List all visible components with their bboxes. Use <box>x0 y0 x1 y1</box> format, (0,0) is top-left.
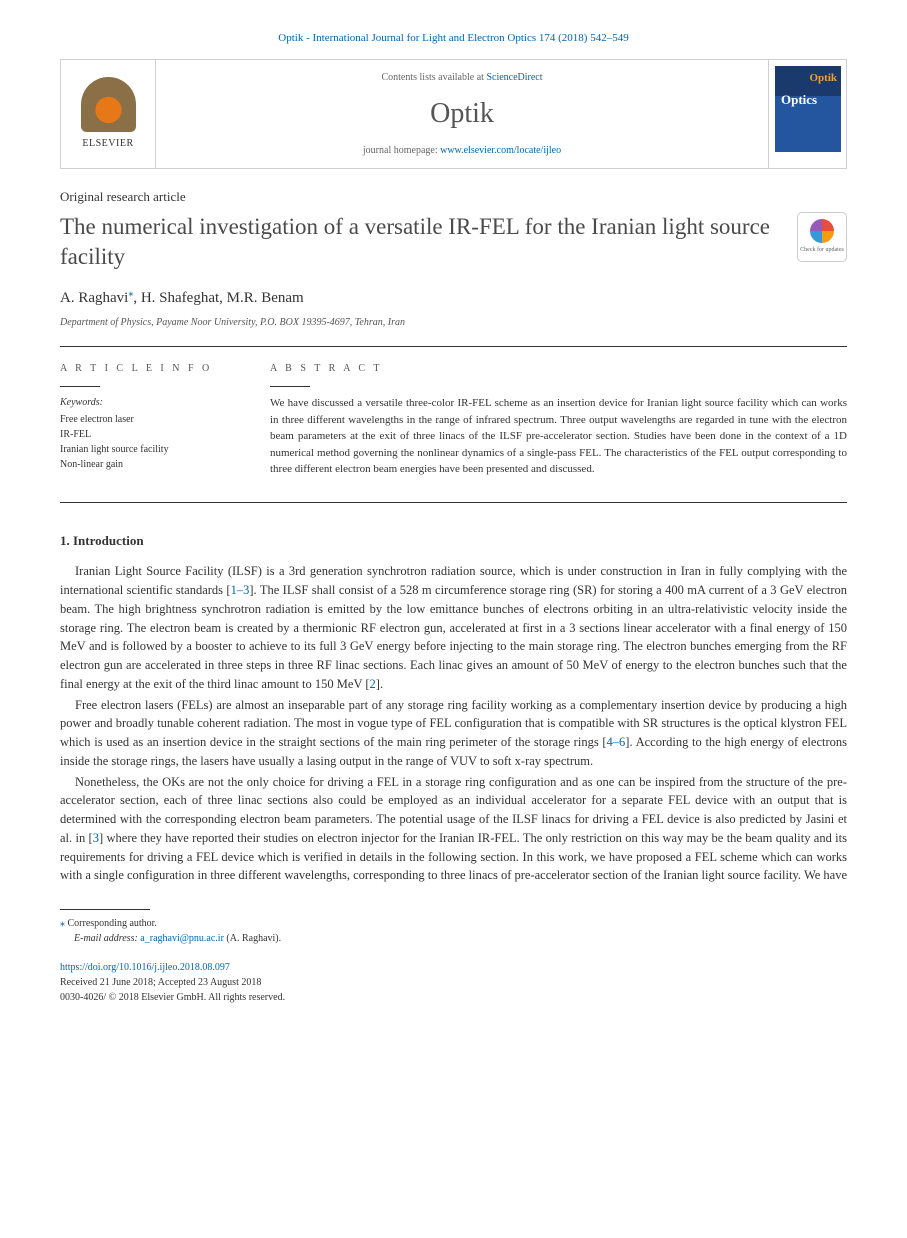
homepage-prefix: journal homepage: <box>363 145 440 156</box>
authors: A. Raghavi⁎, H. Shafeghat, M.R. Benam <box>60 286 847 310</box>
cover-optik-label: Optik <box>809 70 837 87</box>
intro-para-3: Nonetheless, the OKs are not the only ch… <box>60 773 847 886</box>
top-citation: Optik - International Journal for Light … <box>60 30 847 47</box>
abstract-header: A B S T R A C T <box>270 361 847 376</box>
contents-prefix: Contents lists available at <box>381 72 486 83</box>
abstract-rule <box>270 386 310 387</box>
cite-1-3[interactable]: 1–3 <box>231 583 250 597</box>
doi-link[interactable]: https://doi.org/10.1016/j.ijleo.2018.08.… <box>60 962 230 973</box>
authors-rest: , H. Shafeghat, M.R. Benam <box>133 290 303 306</box>
keywords-label: Keywords: <box>60 395 240 410</box>
cover-optics-label: Optics <box>781 90 817 110</box>
journal-cover[interactable]: Optik Optics <box>768 60 846 168</box>
crossmark-icon <box>810 219 834 243</box>
received-line: Received 21 June 2018; Accepted 23 Augus… <box>60 975 847 990</box>
intro-para-2: Free electron lasers (FELs) are almost a… <box>60 696 847 771</box>
email-link[interactable]: a_raghavi@pnu.ac.ir <box>140 933 224 944</box>
journal-header: ELSEVIER Contents lists available at Sci… <box>60 59 847 169</box>
p1c: ]. <box>376 677 383 691</box>
email-line: E-mail address: a_raghavi@pnu.ac.ir (A. … <box>74 931 847 946</box>
sciencedirect-link[interactable]: ScienceDirect <box>486 72 542 83</box>
corresponding-footer: ⁎ Corresponding author. <box>60 916 847 931</box>
intro-para-1: Iranian Light Source Facility (ILSF) is … <box>60 562 847 693</box>
elsevier-label: ELSEVIER <box>82 136 133 151</box>
cite-4-6[interactable]: 4–6 <box>607 735 626 749</box>
email-label: E-mail address: <box>74 933 140 944</box>
abstract-text: We have discussed a versatile three-colo… <box>270 395 847 478</box>
author-1: A. Raghavi <box>60 290 128 306</box>
corr-asterisk: ⁎ <box>60 918 65 929</box>
p3b: ] where they have reported their studies… <box>60 831 847 883</box>
abstract-column: A B S T R A C T We have discussed a vers… <box>270 361 847 478</box>
info-abstract-block: A R T I C L E I N F O Keywords: Free ele… <box>60 346 847 503</box>
elsevier-logo[interactable]: ELSEVIER <box>61 60 156 168</box>
article-title: The numerical investigation of a versati… <box>60 212 777 272</box>
article-info-header: A R T I C L E I N F O <box>60 361 240 376</box>
article-type: Original research article <box>60 187 847 207</box>
contents-available: Contents lists available at ScienceDirec… <box>176 70 748 85</box>
p1b: ]. The ILSF shall consist of a 528 m cir… <box>60 583 847 691</box>
info-rule <box>60 386 100 387</box>
corr-label: Corresponding author. <box>68 918 157 929</box>
affiliation: Department of Physics, Payame Noor Unive… <box>60 315 847 330</box>
section-1-heading: 1. Introduction <box>60 531 847 551</box>
header-center: Contents lists available at ScienceDirec… <box>156 60 768 168</box>
cover-image: Optik Optics <box>775 66 841 152</box>
doi-line: https://doi.org/10.1016/j.ijleo.2018.08.… <box>60 960 847 975</box>
copyright-line: 0030-4026/ © 2018 Elsevier GmbH. All rig… <box>60 990 847 1005</box>
journal-name: Optik <box>176 93 748 135</box>
elsevier-tree-icon <box>81 77 136 132</box>
homepage-link[interactable]: www.elsevier.com/locate/ijleo <box>440 145 561 156</box>
title-row: The numerical investigation of a versati… <box>60 212 847 272</box>
keywords-list: Free electron laser IR-FEL Iranian light… <box>60 412 240 472</box>
footer-separator <box>60 909 150 910</box>
article-info: A R T I C L E I N F O Keywords: Free ele… <box>60 361 240 478</box>
email-suffix: (A. Raghavi). <box>224 933 281 944</box>
check-updates-label: Check for updates <box>800 246 844 255</box>
journal-homepage: journal homepage: www.elsevier.com/locat… <box>176 143 748 158</box>
check-updates-badge[interactable]: Check for updates <box>797 212 847 262</box>
